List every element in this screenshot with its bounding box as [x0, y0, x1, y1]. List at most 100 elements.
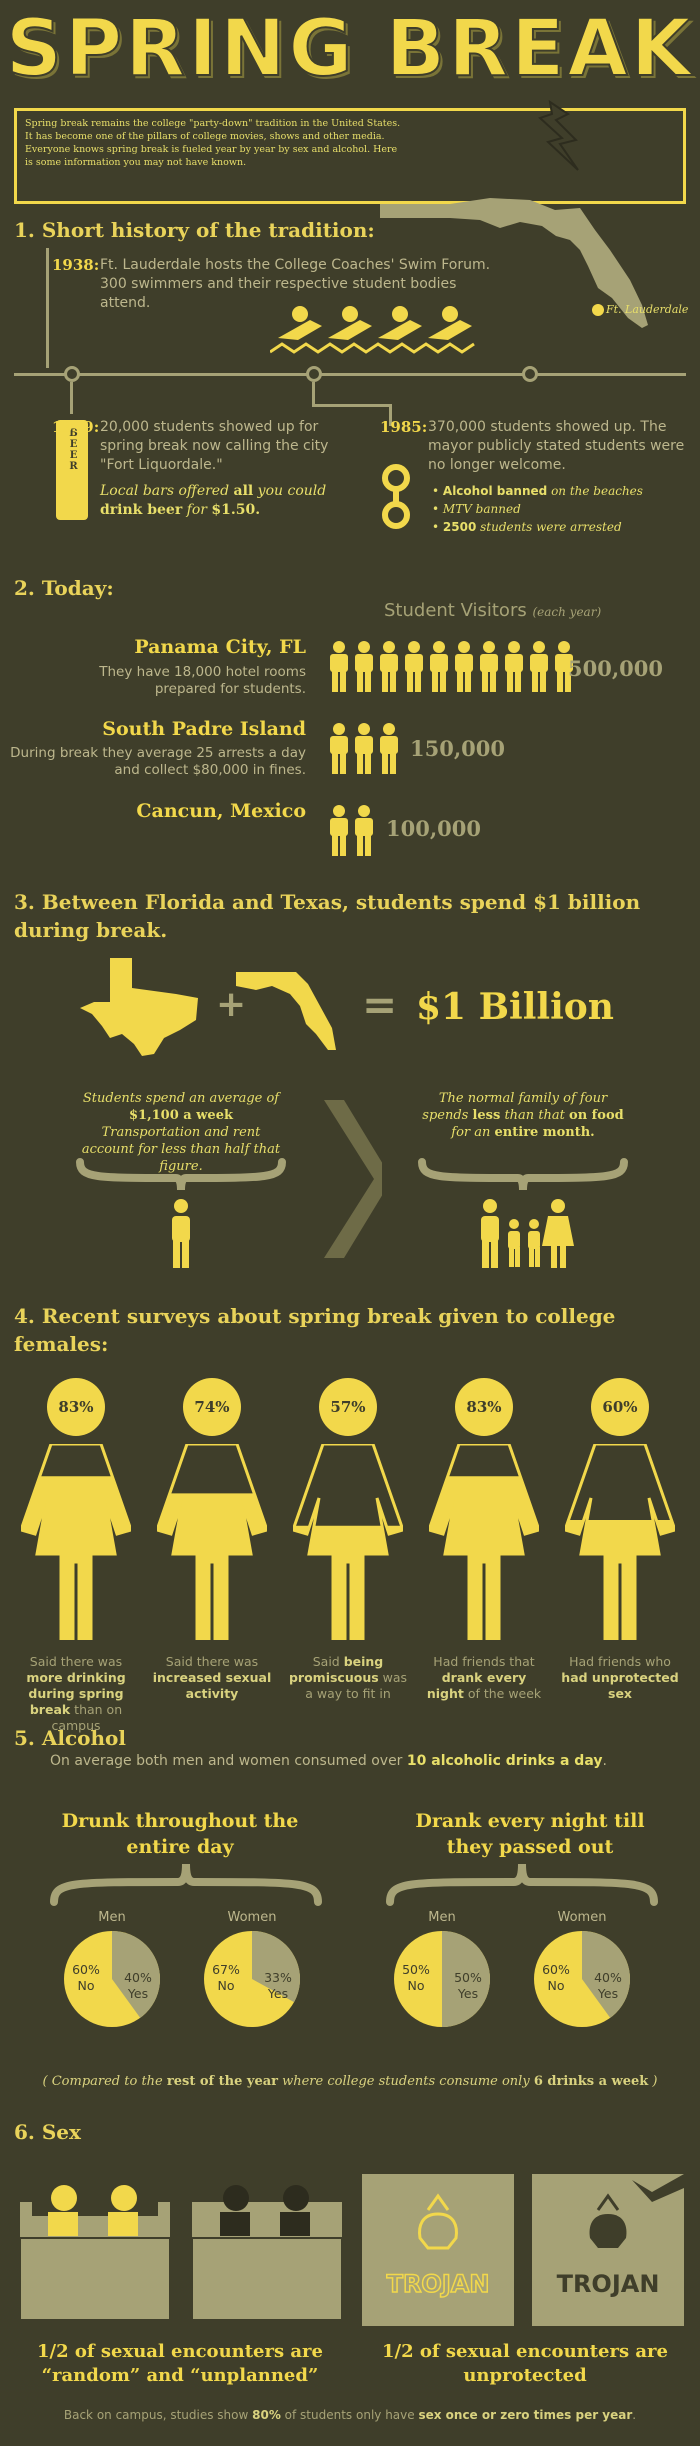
sex-bottom-note: Back on campus, studies show 80% of stud… [63, 2408, 637, 2422]
pie-yes-label: 40% Yes [594, 1970, 622, 2001]
surveys-heading: 4. Recent surveys about spring break giv… [14, 1304, 616, 1356]
pie-label: Men [428, 1910, 456, 1925]
intro-text: Spring break remains the college "party-… [25, 118, 401, 168]
timeline-drop [312, 382, 315, 406]
person-icon [455, 641, 473, 692]
survey-percent: 83% [455, 1378, 513, 1436]
person-icon [355, 641, 373, 692]
survey-item: 60% Had friends who had unprotected sex [560, 1378, 680, 1702]
beds-illustration [19, 2176, 343, 2321]
survey-item: 57% Said being promiscuous was a way to f… [288, 1378, 408, 1702]
pie-label: Women [557, 1910, 607, 1925]
history-heading: 1. Short history of the tradition: [14, 218, 375, 242]
survey-caption: Had friends that drank every night of th… [426, 1654, 542, 1701]
bullets-1985: • Alcohol banned on the beaches • MTV ba… [432, 482, 686, 536]
survey-percent: 57% [319, 1378, 377, 1436]
visitors-label: Student Visitors (each year) [384, 600, 602, 621]
trojan-box-dark: TROJAN [532, 2174, 684, 2326]
woman-figure [565, 1444, 675, 1640]
timeline-dot [522, 366, 538, 382]
pie-label: Men [98, 1910, 126, 1925]
alcohol-sub: On average both men and women consumed o… [50, 1753, 607, 1769]
place-desc: During break they average 25 arrests a d… [10, 745, 306, 778]
pie-no-label: 60% No [542, 1962, 570, 1993]
bullet-item: • 2500 students were arrested [432, 520, 622, 534]
person-icon [355, 723, 373, 774]
note-1959: Local bars offered all you could drink b… [100, 483, 327, 518]
person-icon [505, 641, 523, 692]
survey-item: 83% Had friends that drank every night of… [424, 1378, 544, 1702]
place-name: Cancun, Mexico [136, 800, 306, 822]
pie-no-label: 60% No [72, 1962, 100, 1993]
pie-no-label: 67% No [212, 1962, 240, 1993]
person-icon [430, 641, 448, 692]
year-1938: 1938: [52, 256, 100, 274]
woman-figure [429, 1444, 539, 1640]
page-title: SPRING BREAK [5, 3, 695, 95]
survey-caption: Said there was more drinking during spri… [26, 1654, 126, 1733]
survey-item: 74% Said there was increased sexual activ… [152, 1378, 272, 1702]
timeline-branch [312, 404, 392, 407]
visitor-icons [328, 722, 403, 774]
pie-yes-slice [252, 1931, 300, 2003]
pie-no-label: 50% No [402, 1962, 430, 1993]
sex-caption-right: 1/2 of sexual encounters are unprotected [381, 2341, 668, 2386]
timeline-stem [46, 248, 49, 368]
person-icon [480, 641, 498, 692]
florida-small-map [236, 972, 336, 1050]
timeline-drop [389, 404, 392, 426]
survey-caption: Said being promiscuous was a way to fit … [288, 1654, 408, 1701]
alcohol-heading: 5. Alcohol [14, 1726, 126, 1750]
person-icon [355, 805, 373, 856]
beer-can-icon: BEER [56, 420, 88, 520]
student-spend: Students spend an average of $1,100 a we… [81, 1091, 281, 1174]
today-heading: 2. Today: [14, 576, 114, 600]
year-1985: 1985: [380, 418, 428, 436]
woman-figure [293, 1444, 403, 1640]
swimmers-icon [270, 306, 475, 354]
timeline-dot [64, 366, 80, 382]
plus-sign: + [216, 984, 247, 1025]
pie-chart: Women 67% No 33% Yes [202, 1910, 302, 2033]
group-title: Drank every night till they passed out [415, 1810, 645, 1858]
visitor-count: 150,000 [410, 736, 505, 761]
visitor-icons [328, 640, 578, 692]
billion-amount: $1 Billion [416, 986, 614, 1028]
visitor-count: 100,000 [386, 816, 481, 841]
place-name: Panama City, FL [134, 636, 306, 658]
pie-yes-slice [582, 1931, 630, 2018]
pie-yes-slice [112, 1931, 160, 2018]
visitor-count: 500,000 [568, 656, 663, 681]
pie-chart: Men 60% No 40% Yes [62, 1910, 162, 2033]
person-icon [330, 641, 348, 692]
survey-item: 83% Said there was more drinking during s… [16, 1378, 136, 1734]
pie-yes-slice [442, 1931, 490, 2027]
timeline-dot [306, 366, 322, 382]
sex-caption-left: 1/2 of sexual encounters are “random” an… [36, 2341, 323, 2386]
group-title: Drunk throughout the entire day [61, 1810, 299, 1858]
survey-percent: 74% [183, 1378, 241, 1436]
pie-yes-label: 33% Yes [264, 1970, 292, 2001]
person-icon [555, 641, 573, 692]
timeline-drop [70, 382, 73, 414]
person-icon [380, 723, 398, 774]
survey-caption: Had friends who had unprotected sex [561, 1654, 679, 1701]
brace-group [386, 1863, 658, 1906]
florida-map [380, 100, 648, 328]
alcohol-footnote: ( Compared to the rest of the year where… [42, 2074, 658, 2089]
person-icon [330, 723, 348, 774]
billion-heading: 3. Between Florida and Texas, students s… [14, 890, 641, 942]
greater-than-icon [324, 1100, 382, 1258]
bullet-item: • MTV banned [432, 502, 521, 516]
family-spend: The normal family of four spends less th… [422, 1091, 624, 1140]
brace-group [50, 1863, 322, 1906]
pie-chart: Women 60% No 40% Yes [532, 1910, 632, 2033]
texas-map [80, 958, 198, 1056]
map-label: Ft. Lauderdale [606, 303, 689, 316]
survey-row: 83% Said there was more drinking during s… [8, 1378, 692, 1758]
timeline [14, 373, 686, 376]
person-icon [405, 641, 423, 692]
survey-caption: Said there was increased sexual activity [152, 1654, 272, 1701]
place-desc: They have 18,000 hotel rooms prepared fo… [99, 664, 306, 697]
person-icon [330, 805, 348, 856]
